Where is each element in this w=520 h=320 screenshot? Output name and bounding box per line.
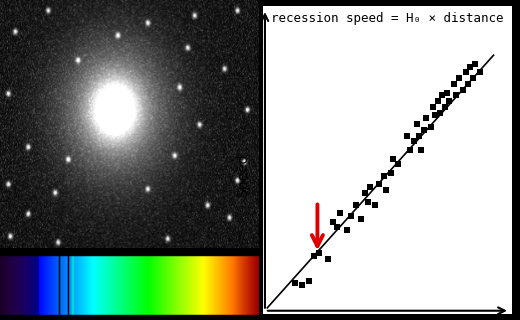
Point: [335, 211, 344, 216]
Point: [380, 173, 388, 178]
Text: recession speed = H₀ × distance: recession speed = H₀ × distance: [271, 12, 504, 25]
Point: [436, 110, 444, 115]
Point: [324, 257, 332, 262]
Point: [394, 162, 402, 167]
Point: [422, 116, 430, 121]
Point: [370, 202, 379, 207]
Point: [459, 87, 467, 92]
Point: [352, 202, 360, 207]
Point: [452, 93, 460, 98]
Point: [361, 190, 369, 196]
Text: Hubble Law: Hubble Law: [333, 0, 442, 3]
Point: [356, 216, 365, 221]
Point: [445, 99, 453, 104]
Point: [426, 124, 435, 130]
Point: [410, 139, 419, 144]
Point: [403, 133, 411, 138]
Point: [406, 148, 414, 153]
Point: [440, 104, 449, 109]
Point: [329, 219, 337, 224]
Point: [310, 254, 318, 259]
Point: [415, 133, 423, 138]
Point: [428, 104, 437, 109]
Point: [342, 228, 350, 233]
Point: [420, 127, 428, 132]
Point: [417, 148, 425, 153]
Point: [471, 61, 479, 66]
Point: [454, 76, 463, 81]
Point: [375, 182, 383, 187]
Point: [464, 81, 472, 86]
Point: [412, 122, 421, 127]
Point: [363, 199, 372, 204]
Point: [433, 99, 441, 104]
Point: [466, 64, 474, 69]
Point: [333, 225, 342, 230]
Point: [315, 251, 323, 256]
Point: [475, 70, 484, 75]
Text: Speed: Speed: [236, 154, 250, 197]
Point: [387, 170, 395, 175]
Point: [298, 282, 306, 287]
Point: [382, 188, 391, 193]
Point: [431, 113, 439, 118]
Point: [461, 70, 470, 75]
Point: [450, 81, 458, 86]
Point: [305, 278, 314, 283]
Point: [347, 213, 355, 219]
Point: [291, 281, 300, 286]
Point: [438, 93, 446, 98]
Point: [469, 76, 477, 81]
Point: [389, 156, 397, 161]
Point: [443, 90, 451, 95]
Point: [366, 185, 374, 190]
